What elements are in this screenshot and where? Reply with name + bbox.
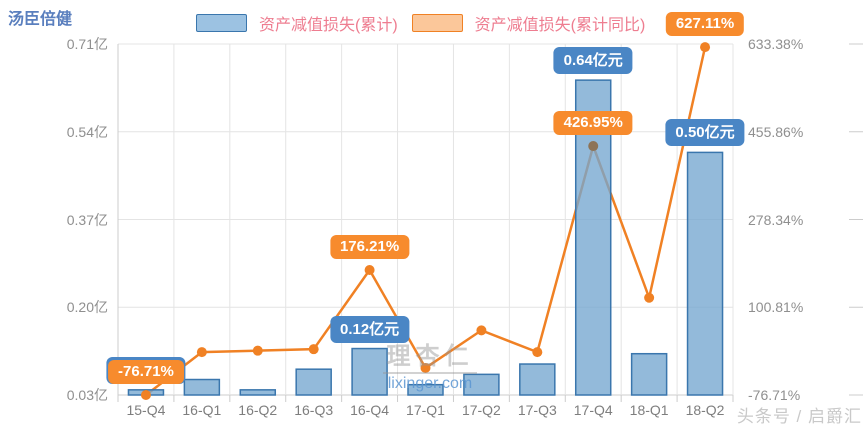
y-axis-label-left: 0.54亿	[66, 123, 108, 140]
y-axis-label-right: 633.38%	[748, 36, 804, 52]
line-value-badge-16-Q4: 176.21%	[329, 234, 410, 259]
x-axis-label: 17-Q4	[573, 402, 613, 418]
y-axis-label-right: 455.86%	[748, 123, 804, 140]
y-axis-label-right: -76.71%	[748, 387, 801, 403]
line-point-18-Q1[interactable]	[644, 292, 655, 303]
bar-16-Q4[interactable]	[351, 347, 388, 396]
legend-item-bar[interactable]: 资产减值损失(累计)	[196, 11, 398, 35]
line-value-badge-15-Q4: -76.71%	[108, 360, 184, 384]
line-value-badge-17-Q4: 426.95%	[553, 111, 633, 136]
bar-value-badge-18-Q2: 0.50亿元	[665, 119, 745, 147]
bar-17-Q1[interactable]	[407, 383, 444, 396]
bar-16-Q1[interactable]	[183, 378, 221, 396]
bar-value-badge-16-Q4: 0.12亿元	[329, 315, 410, 343]
line-point-16-Q3[interactable]	[308, 344, 319, 355]
legend: 资产减值损失(累计) 资产减值损失(累计同比)	[196, 11, 645, 35]
watermark-url: lixinger.com	[387, 375, 473, 392]
x-axis-label: 18-Q2	[685, 402, 725, 418]
y-axis-label-left: 0.71亿	[66, 36, 108, 52]
x-axis-label: 17-Q1	[406, 402, 445, 418]
bar-18-Q1[interactable]	[630, 352, 668, 396]
bar-series-label: 资产减值损失(累计)	[259, 17, 398, 34]
line-point-17-Q4[interactable]	[588, 141, 599, 152]
line-point-16-Q4[interactable]	[364, 264, 375, 275]
line-series-swatch-icon	[411, 14, 463, 32]
bar-series-swatch-icon	[196, 14, 247, 32]
y-axis-label-left: 0.37亿	[66, 211, 108, 228]
watermark-logo-text: 理杏仁	[383, 336, 477, 374]
chart-title: 汤臣倍健	[8, 11, 73, 28]
bar-18-Q2[interactable]	[686, 151, 724, 396]
watermark: 理杏仁 lixinger.com	[383, 336, 477, 393]
y-axis-label-right: 100.81%	[748, 299, 804, 316]
line-series-label: 资产减值损失(累计同比)	[474, 17, 646, 34]
line-point-18-Q2[interactable]	[700, 42, 711, 53]
x-axis-label: 16-Q3	[294, 402, 334, 418]
x-axis-label: 17-Q2	[461, 402, 501, 418]
line-point-17-Q3[interactable]	[532, 347, 543, 358]
credit-text: 头条号 / 启爵汇	[736, 407, 862, 426]
bar-value-badge-17-Q4: 0.64亿元	[553, 47, 633, 75]
x-axis-label: 15-Q4	[126, 402, 166, 418]
bar-16-Q3[interactable]	[295, 368, 332, 396]
line-point-15-Q4[interactable]	[140, 390, 151, 400]
bar-17-Q3[interactable]	[519, 363, 556, 396]
x-axis-label: 16-Q4	[350, 402, 390, 418]
bar-16-Q2[interactable]	[239, 389, 277, 396]
y-axis-label-left: 0.20亿	[66, 299, 108, 316]
x-axis-label: 16-Q2	[238, 402, 278, 418]
line-point-16-Q2[interactable]	[252, 345, 263, 356]
x-axis-label: 16-Q1	[182, 402, 222, 418]
y-axis-label-right: 278.34%	[748, 211, 804, 228]
line-point-17-Q2[interactable]	[476, 325, 487, 336]
line-point-17-Q1[interactable]	[420, 362, 431, 373]
y-axis-label-left: 0.03亿	[66, 387, 108, 403]
bar-17-Q2[interactable]	[463, 373, 500, 396]
x-axis-label: 17-Q3	[517, 402, 557, 418]
line-value-badge-18-Q2: 627.11%	[665, 12, 745, 37]
line-point-16-Q1[interactable]	[196, 347, 207, 358]
x-axis-label: 18-Q1	[629, 402, 669, 418]
legend-item-line[interactable]: 资产减值损失(累计同比)	[411, 11, 646, 35]
